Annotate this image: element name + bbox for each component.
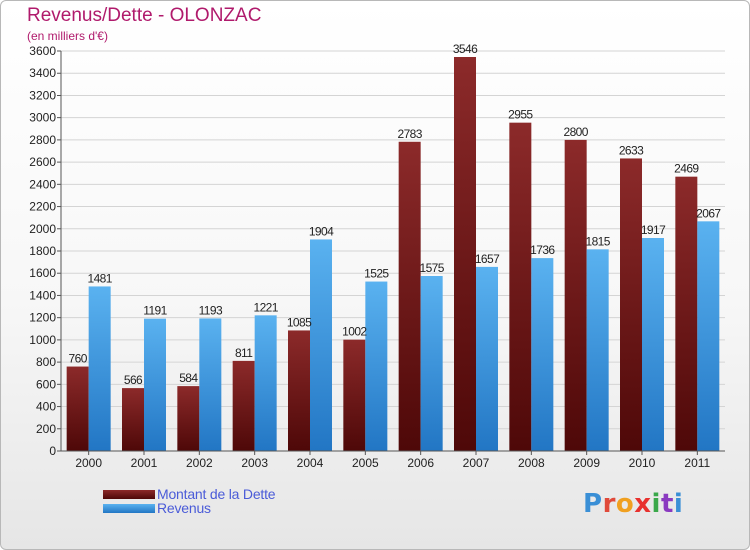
bar-dette — [66, 366, 89, 451]
bar-dette — [620, 158, 642, 451]
bar-dette — [398, 141, 421, 451]
bar-dette — [454, 57, 476, 451]
bar-dette — [288, 330, 310, 451]
y-tick-label: 2800 — [29, 133, 56, 147]
data-label-revenus: 1191 — [143, 304, 167, 318]
data-label-dette: 1085 — [287, 315, 312, 329]
data-label-revenus: 1815 — [586, 234, 611, 248]
logo-letter: x — [634, 489, 652, 519]
y-tick-label: 1000 — [29, 333, 56, 347]
bar-dette — [675, 176, 698, 451]
data-label-revenus: 1917 — [641, 223, 666, 237]
bar-revenus — [697, 221, 720, 451]
data-label-dette: 584 — [179, 371, 198, 385]
y-tick-label: 400 — [36, 400, 56, 414]
logo-letter: r — [602, 489, 616, 519]
x-tick-label: 2006 — [407, 456, 434, 470]
bar-dette — [232, 360, 255, 451]
legend-label-revenus: Revenus — [157, 500, 211, 516]
bar-dette — [177, 386, 200, 451]
data-label-revenus: 1575 — [420, 261, 445, 275]
proxiti-logo: Proxiti — [583, 489, 683, 519]
data-label-revenus: 1193 — [199, 303, 223, 317]
data-label-revenus: 1657 — [475, 252, 500, 266]
data-label-dette: 2783 — [398, 127, 423, 141]
data-label-dette: 2955 — [508, 108, 533, 122]
legend-item-dette: Montant de la Dette — [103, 486, 276, 502]
bar-dette — [122, 388, 144, 451]
x-tick-label: 2001 — [131, 456, 158, 470]
bar-revenus — [144, 318, 166, 451]
y-tick-label: 3400 — [29, 66, 56, 80]
data-label-revenus: 2067 — [696, 206, 721, 220]
data-label-revenus: 1525 — [364, 267, 389, 281]
chart-subtitle: (en milliers d'€) — [27, 29, 108, 43]
data-label-dette: 2800 — [564, 125, 589, 139]
legend-label-dette: Montant de la Dette — [157, 486, 276, 502]
y-tick-label: 2000 — [29, 222, 56, 236]
x-tick-label: 2004 — [297, 456, 324, 470]
x-tick-label: 2009 — [573, 456, 600, 470]
data-label-revenus: 1481 — [88, 271, 113, 285]
y-tick-label: 1600 — [29, 266, 56, 280]
data-label-dette: 1002 — [342, 325, 367, 339]
y-tick-label: 1800 — [29, 244, 56, 258]
bar-revenus — [310, 239, 332, 451]
data-label-dette: 2633 — [619, 143, 644, 157]
logo-letter: t — [660, 489, 674, 519]
logo-letter: P — [583, 489, 603, 519]
data-label-dette: 2469 — [674, 162, 699, 176]
y-tick-label: 1400 — [29, 288, 56, 302]
data-label-dette: 811 — [235, 346, 253, 360]
bar-revenus — [531, 258, 554, 451]
y-tick-label: 2400 — [29, 177, 56, 191]
y-tick-label: 3200 — [29, 88, 56, 102]
x-tick-label: 2008 — [518, 456, 545, 470]
logo-letter: o — [615, 489, 635, 519]
bar-revenus — [476, 266, 498, 451]
bar-dette — [509, 122, 532, 452]
bar-revenus — [642, 238, 664, 451]
legend-item-revenus: Revenus — [103, 500, 275, 516]
y-tick-label: 2200 — [29, 200, 56, 214]
y-tick-label: 3000 — [29, 111, 56, 125]
data-label-dette: 566 — [124, 373, 143, 387]
x-tick-label: 2011 — [684, 456, 710, 470]
data-label-dette: 3546 — [453, 42, 478, 56]
chart-legend: Montant de la Dette Revenus — [103, 486, 276, 516]
bar-revenus — [365, 281, 388, 451]
logo-letter: i — [673, 489, 684, 519]
x-tick-label: 2000 — [75, 456, 102, 470]
x-tick-label: 2007 — [463, 456, 490, 470]
x-tick-label: 2003 — [241, 456, 268, 470]
bar-dette — [564, 139, 587, 451]
legend-swatch-dette — [103, 489, 155, 499]
bar-revenus — [420, 276, 443, 451]
bar-dette — [343, 339, 366, 451]
y-tick-label: 0 — [49, 444, 56, 458]
logo-letter: i — [651, 489, 661, 519]
x-tick-label: 2010 — [629, 456, 656, 470]
y-tick-label: 600 — [36, 377, 56, 391]
y-tick-label: 2600 — [29, 155, 56, 169]
data-label-dette: 760 — [69, 352, 88, 366]
bar-revenus — [199, 318, 222, 451]
y-tick-label: 3600 — [29, 44, 56, 58]
x-tick-label: 2002 — [186, 456, 213, 470]
bar-revenus — [586, 249, 609, 451]
legend-swatch-revenus — [103, 503, 155, 513]
y-tick-label: 800 — [36, 355, 56, 369]
y-tick-label: 200 — [36, 422, 56, 436]
chart-title: Revenus/Dette - OLONZAC — [27, 5, 262, 26]
data-label-revenus: 1736 — [530, 243, 555, 257]
data-label-revenus: 1221 — [254, 300, 279, 314]
data-label-revenus: 1904 — [309, 224, 334, 238]
x-tick-label: 2005 — [352, 456, 379, 470]
bar-revenus — [88, 286, 111, 451]
bar-revenus — [254, 315, 277, 451]
y-tick-label: 1200 — [29, 311, 56, 325]
